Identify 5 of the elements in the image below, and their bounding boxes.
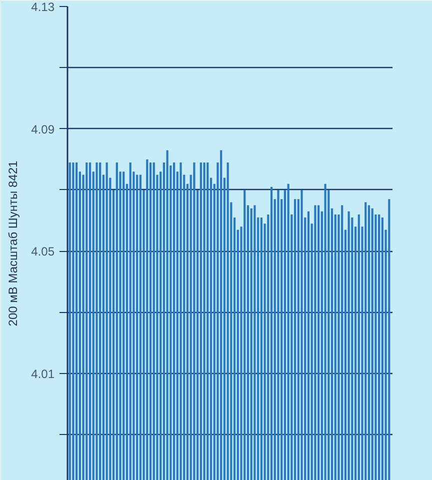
y-tick-label: 4.01	[31, 366, 55, 381]
y-tick-label: 4.05	[31, 244, 55, 259]
y-axis-title: 200 мВ Масштаб Шунты 8421	[6, 160, 20, 326]
y-tick-label: 4.13	[31, 0, 55, 14]
y-tick-label: 4.09	[31, 122, 55, 136]
